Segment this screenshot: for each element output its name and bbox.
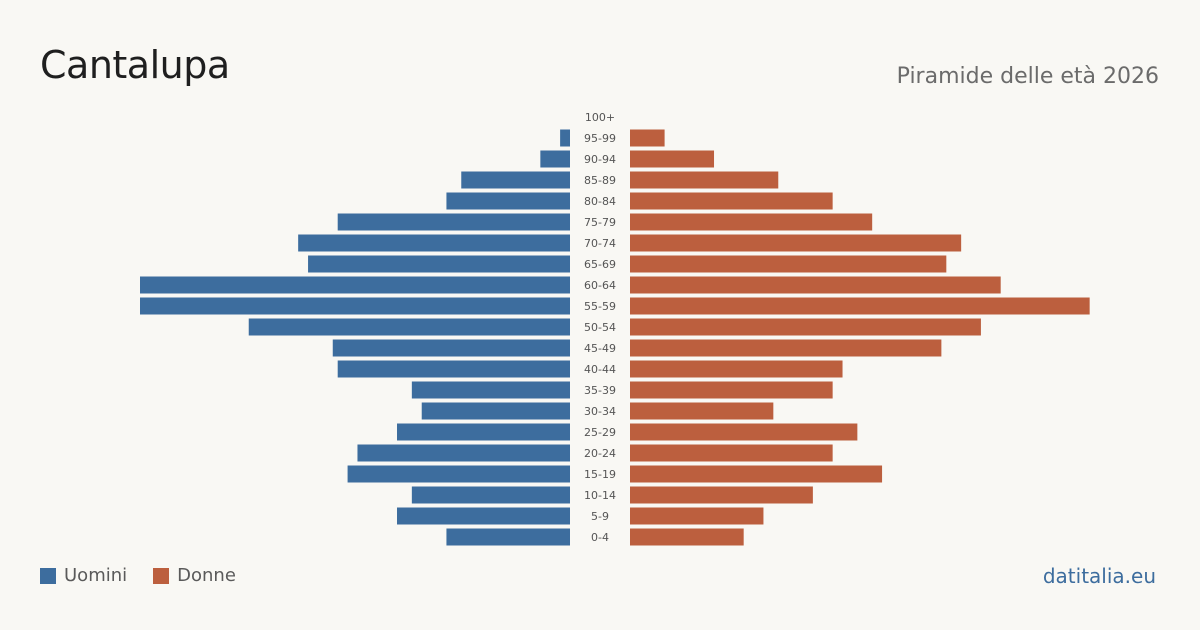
bar-men-0-4 (446, 528, 570, 546)
age-label-40-44: 40-44 (584, 363, 616, 376)
legend: Uomini Donne (40, 565, 262, 586)
age-label-30-34: 30-34 (584, 405, 616, 418)
bar-women-70-74 (630, 234, 962, 252)
legend-swatch-men (40, 567, 56, 584)
bar-women-50-54 (630, 318, 981, 336)
age-label-80-84: 80-84 (584, 195, 616, 208)
age-label-15-19: 15-19 (584, 468, 616, 481)
bar-women-75-79 (630, 213, 873, 231)
bar-men-35-39 (411, 381, 570, 399)
age-label-60-64: 60-64 (584, 279, 616, 292)
bar-men-85-89 (461, 171, 570, 189)
bar-men-95-99 (560, 129, 570, 147)
bar-women-60-64 (630, 276, 1001, 294)
bar-women-15-19 (630, 465, 883, 483)
bar-men-30-34 (421, 402, 570, 420)
source-link[interactable]: datitalia.eu (1042, 564, 1156, 588)
age-label-95-99: 95-99 (584, 132, 616, 145)
bar-women-30-34 (630, 402, 774, 420)
legend-item-men: Uomini (40, 565, 127, 586)
age-label-20-24: 20-24 (584, 447, 616, 460)
bar-men-40-44 (337, 360, 570, 378)
age-label-65-69: 65-69 (584, 258, 616, 271)
bar-women-65-69 (630, 255, 947, 273)
bar-men-90-94 (540, 150, 570, 168)
age-label-35-39: 35-39 (584, 384, 616, 397)
bar-men-25-29 (397, 423, 570, 441)
age-label-50-54: 50-54 (584, 321, 616, 334)
bar-women-90-94 (630, 150, 715, 168)
bar-women-0-4 (630, 528, 744, 546)
bar-men-80-84 (446, 192, 570, 210)
age-label-70-74: 70-74 (584, 237, 616, 250)
bar-women-85-89 (630, 171, 779, 189)
bar-women-80-84 (630, 192, 833, 210)
bar-men-55-59 (140, 297, 570, 315)
bar-women-40-44 (630, 360, 843, 378)
age-label-75-79: 75-79 (584, 216, 616, 229)
bar-men-20-24 (357, 444, 570, 462)
age-label-55-59: 55-59 (584, 300, 616, 313)
chart-title: Cantalupa (40, 43, 230, 87)
bar-women-45-49 (630, 339, 942, 357)
bar-men-60-64 (140, 276, 570, 294)
age-label-100+: 100+ (585, 111, 615, 124)
age-label-5-9: 5-9 (591, 510, 609, 523)
bar-women-5-9 (630, 507, 764, 525)
bar-women-95-99 (630, 129, 665, 147)
bar-men-75-79 (337, 213, 570, 231)
bar-men-15-19 (347, 465, 570, 483)
age-label-90-94: 90-94 (584, 153, 616, 166)
age-label-10-14: 10-14 (584, 489, 616, 502)
legend-swatch-women (153, 567, 170, 584)
age-label-85-89: 85-89 (584, 174, 616, 187)
bar-men-50-54 (248, 318, 570, 336)
legend-label-women: Donne (177, 565, 236, 586)
age-label-25-29: 25-29 (584, 426, 616, 439)
legend-label-men: Uomini (64, 565, 128, 586)
age-label-45-49: 45-49 (584, 342, 616, 355)
bar-women-10-14 (630, 486, 813, 504)
bar-women-35-39 (630, 381, 833, 399)
bar-men-45-49 (332, 339, 570, 357)
bar-men-70-74 (298, 234, 570, 252)
bar-men-10-14 (411, 486, 570, 504)
bar-women-55-59 (630, 297, 1090, 315)
age-label-0-4: 0-4 (591, 531, 609, 544)
bar-women-20-24 (630, 444, 833, 462)
bar-men-5-9 (397, 507, 570, 525)
chart-subtitle: Piramide delle età 2026 (896, 64, 1159, 89)
legend-item-women: Donne (153, 565, 236, 586)
bar-men-65-69 (308, 255, 570, 273)
bar-women-25-29 (630, 423, 858, 441)
